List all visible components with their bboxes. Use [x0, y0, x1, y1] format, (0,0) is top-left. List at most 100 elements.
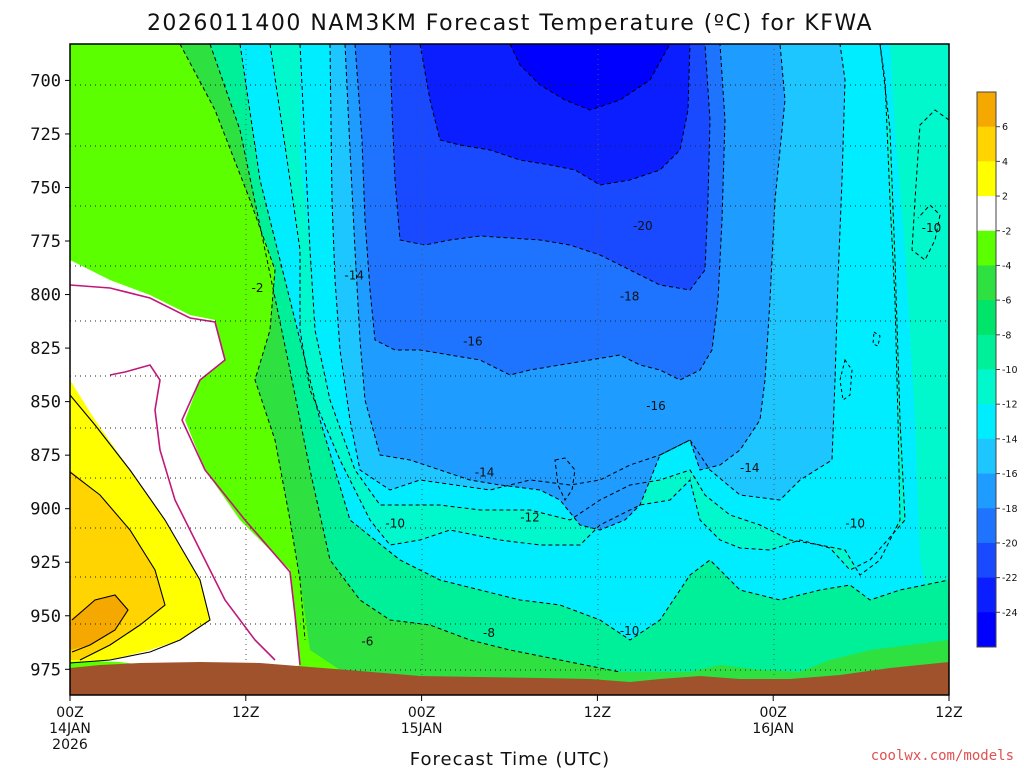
- x-tick-label: 12Z: [232, 705, 259, 721]
- y-tick-label: 725: [30, 125, 61, 145]
- contour-minus-12: [329, 44, 846, 501]
- colorbar-label: -16: [1002, 469, 1018, 480]
- colorbar-label: -22: [1002, 573, 1018, 584]
- contour-labels: -2 -14 -20 -18 -16 -16 -14 -14 -10 -12 -10 -10 -6 -8 -…: [252, 219, 942, 648]
- contour-solid-6: [71, 594, 129, 653]
- contour-label: -6: [361, 634, 373, 648]
- contour-minus-4: [209, 44, 621, 673]
- contour-solid-4: [70, 471, 166, 661]
- y-tick-label: 975: [30, 660, 61, 680]
- contour-lines: [70, 44, 949, 673]
- colorbar: 6 4 2 -2 -4 -6 -8 -10 -12 -14 -16 -18 -20 -22 -24: [976, 91, 1018, 648]
- colorbar-label: -24: [1002, 608, 1018, 619]
- contour-minus-18: [389, 44, 711, 291]
- band-minus-8-right-edge: [890, 44, 949, 625]
- contour-minus-14-pocket: [554, 457, 576, 501]
- colorbar-label: -6: [1002, 296, 1011, 307]
- contour-minus-10: [299, 44, 901, 576]
- contour-minus-10-right: [911, 109, 949, 261]
- colorbar-swatch: [977, 577, 996, 613]
- band-minus-22: [510, 44, 670, 110]
- contour-minus-20: [419, 44, 691, 186]
- colorbar-label: -4: [1002, 261, 1011, 272]
- contour-minus-8: [269, 44, 906, 571]
- colorbar-swatch: [977, 508, 996, 544]
- colorbar-label: -10: [1002, 365, 1018, 376]
- contour-label: -8: [483, 626, 495, 640]
- y-tick-label: 775: [30, 232, 61, 252]
- colorbar-swatch: [977, 438, 996, 475]
- credit-text: coolwx.com/models: [871, 748, 1014, 764]
- x-tick-label: 00Z: [759, 705, 786, 721]
- contour-label: -10: [385, 517, 405, 531]
- contour-label: -18: [620, 290, 640, 304]
- x-tick-label: 12Z: [584, 705, 611, 721]
- y-tick-label: 800: [30, 286, 61, 306]
- colorbar-label: 4: [1002, 157, 1008, 168]
- colorbar-swatch: [977, 92, 996, 128]
- contour-solid-2: [70, 394, 211, 664]
- contour-label: -16: [646, 399, 666, 413]
- x-tick-label: 15JAN: [401, 721, 443, 737]
- contour-label: -12: [520, 510, 540, 524]
- colorbar-swatch: [977, 196, 996, 232]
- colorbar-label: -12: [1002, 400, 1018, 411]
- y-tick-label: 825: [30, 339, 61, 359]
- colorbar-label: -14: [1002, 434, 1018, 445]
- plot-frame: [69, 43, 950, 696]
- contour-label: -14: [740, 461, 760, 475]
- colorbar-swatch: [977, 404, 996, 440]
- contour-label: -14: [344, 268, 364, 282]
- contour-label: -14: [475, 465, 495, 479]
- colorbar-swatch: [977, 369, 996, 405]
- chart-title: 2026011400 NAM3KM Forecast Temperature (…: [147, 11, 873, 36]
- temperature-field: [70, 44, 949, 695]
- colorbar-swatch: [977, 126, 996, 162]
- contour-label: -16: [463, 335, 483, 349]
- x-tick-label: 2026: [52, 737, 88, 753]
- y-tick-label: 950: [30, 607, 61, 627]
- contour-zero-line: [70, 284, 301, 666]
- contour-zero-line-b: [109, 364, 276, 661]
- contour-label: -2: [252, 281, 264, 295]
- colorbar-swatch: [977, 334, 996, 370]
- colorbar-swatch: [977, 612, 996, 648]
- contour-minus-2: [179, 44, 306, 641]
- contour-label: -10: [845, 517, 865, 531]
- x-tick-label: 00Z: [408, 705, 435, 721]
- x-tick-label: 14JAN: [49, 721, 91, 737]
- y-tick-label: 875: [30, 446, 61, 466]
- x-tick-label: 12Z: [935, 705, 962, 721]
- contour-minus-14: [344, 44, 786, 531]
- colorbar-swatch: [977, 300, 996, 336]
- contour-label: -20: [633, 219, 653, 233]
- y-tick-label: 900: [30, 500, 61, 520]
- colorbar-label: -2: [1002, 226, 1011, 237]
- y-tick-label: 925: [30, 553, 61, 573]
- colorbar-swatch: [977, 230, 996, 266]
- x-axis-label: Forecast Time (UTC): [410, 749, 610, 768]
- colorbar-swatch: [977, 161, 996, 197]
- colorbar-label: -20: [1002, 538, 1018, 549]
- x-tick-label: 16JAN: [752, 721, 794, 737]
- colorbar-label: -8: [1002, 330, 1011, 341]
- colorbar-swatch: [977, 542, 996, 579]
- contour-label: -10: [922, 221, 942, 235]
- colorbar-label: 2: [1002, 192, 1008, 203]
- contour-label: -10: [620, 624, 640, 638]
- colorbar-swatch: [977, 265, 996, 301]
- ground-surface: [70, 662, 949, 695]
- grid-lines: [70, 44, 949, 695]
- y-tick-label: 850: [30, 393, 61, 413]
- y-tick-label: 750: [30, 178, 61, 198]
- colorbar-swatch: [977, 473, 996, 509]
- y-tick-label: 700: [30, 71, 61, 91]
- contour-small-pocket-b: [872, 331, 881, 347]
- colorbar-label: -18: [1002, 504, 1018, 515]
- contour-minus-6: [239, 44, 949, 641]
- x-tick-label: 00Z: [56, 705, 83, 721]
- contour-minus-22: [509, 44, 671, 111]
- y-axis-ticks: 700 725 750 775 800 825 850 875 900 925 950 975: [30, 71, 70, 680]
